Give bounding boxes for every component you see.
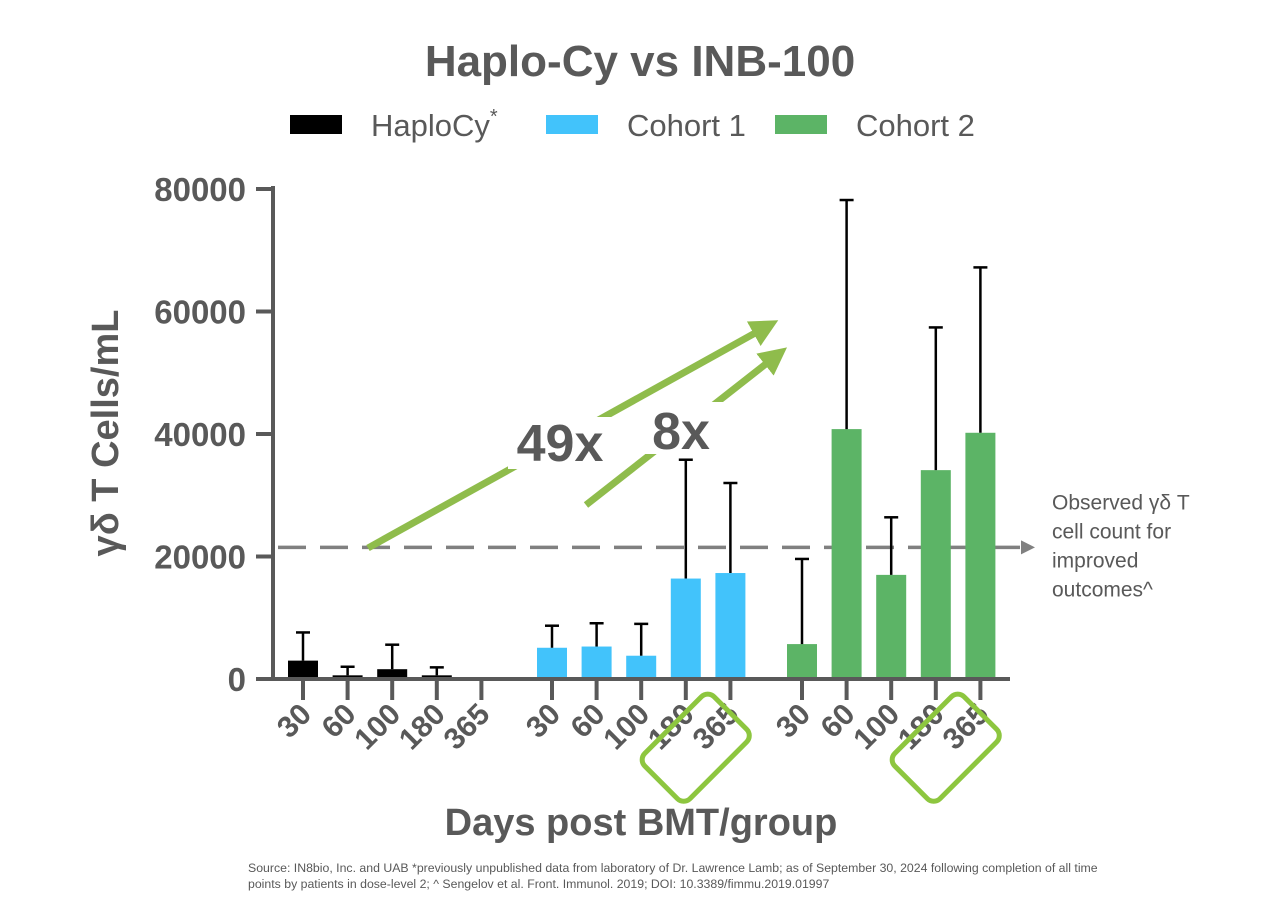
y-tick-label: 40000 xyxy=(154,416,246,453)
bar xyxy=(787,644,817,679)
y-tick-label: 60000 xyxy=(154,294,246,331)
x-tick-label: 30 xyxy=(271,698,318,745)
x-axis-label: Days post BMT/group xyxy=(445,802,838,844)
bar xyxy=(831,429,862,679)
legend-swatch-cohort2 xyxy=(775,115,827,134)
x-tick-label: 30 xyxy=(770,698,817,745)
reference-line-label: Observed γδ T cell count for improved ou… xyxy=(1052,491,1195,601)
x-tick-label: 365 xyxy=(937,698,996,757)
x-tick-label: 30 xyxy=(520,698,567,745)
label-49x-background xyxy=(508,417,614,469)
chart-title: Haplo-Cy vs INB-100 xyxy=(425,37,855,86)
bar xyxy=(876,574,907,679)
y-axis-ticks: 80000 60000 40000 20000 0 xyxy=(154,171,273,698)
legend-swatch-haplocy xyxy=(290,115,342,134)
bar xyxy=(626,655,657,679)
bar xyxy=(581,646,612,679)
label-49x: 49x xyxy=(517,415,604,473)
highlight-box xyxy=(639,691,752,804)
y-axis-label: γδ T Cells/mL xyxy=(85,310,127,557)
x-tick-label: 365 xyxy=(438,698,497,757)
bar xyxy=(537,647,567,679)
bar xyxy=(670,578,701,679)
source-note: Source: IN8bio, Inc. and UAB *previously… xyxy=(248,861,1098,891)
legend-label-haplocy: HaploCy* xyxy=(371,106,498,143)
bar xyxy=(715,573,746,679)
y-tick-label: 0 xyxy=(228,661,246,698)
bar xyxy=(377,669,408,679)
label-8x: 8x xyxy=(652,403,710,461)
bars xyxy=(288,198,996,679)
legend-label-cohort2: Cohort 2 xyxy=(856,108,975,143)
label-8x-background xyxy=(640,402,724,454)
x-tick-label: 365 xyxy=(687,698,746,757)
highlight-box xyxy=(889,691,1002,804)
legend-swatch-cohort1 xyxy=(546,115,598,134)
y-tick-label: 80000 xyxy=(154,171,246,208)
bar xyxy=(965,432,996,679)
bar xyxy=(288,660,318,679)
legend: HaploCy* Cohort 1 Cohort 2 xyxy=(290,106,975,143)
bar xyxy=(920,470,951,679)
y-tick-label: 20000 xyxy=(154,539,246,576)
legend-label-cohort1: Cohort 1 xyxy=(627,108,746,143)
